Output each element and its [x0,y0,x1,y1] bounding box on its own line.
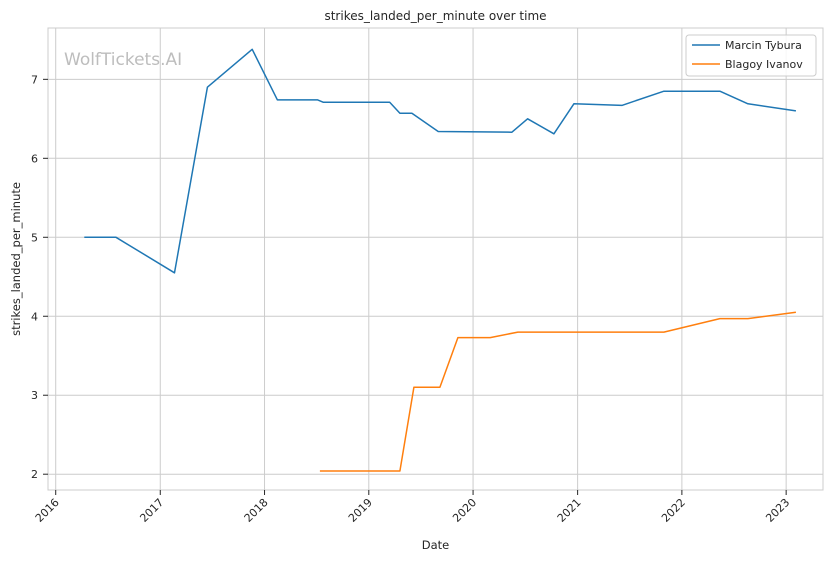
series-layer [84,48,797,472]
legend-label-marcin-tybura: Marcin Tybura [725,39,802,52]
plot-frame [47,27,824,491]
x-tick-label: 2016 [33,496,62,525]
x-tick-label: 2021 [555,496,584,525]
series-line-marcin-tybura [84,48,797,274]
y-tick-label: 5 [31,231,38,244]
x-axis-ticks: 2016 2017 2018 2019 2020 2021 2022 2023 [33,490,792,525]
y-tick-label: 7 [31,73,38,86]
x-tick-label: 2022 [659,496,688,525]
y-tick-label: 3 [31,389,38,402]
x-tick-label: 2020 [450,496,479,525]
x-tick-label: 2023 [763,496,792,525]
series-line-blagoy-ivanov [319,311,796,472]
grid [48,28,823,490]
y-tick-label: 2 [31,468,38,481]
y-tick-label: 4 [31,310,38,323]
y-axis-ticks: 2 3 4 5 6 7 [31,73,48,481]
legend-label-blagoy-ivanov: Blagoy Ivanov [725,58,803,71]
x-tick-label: 2017 [137,496,166,525]
y-tick-label: 6 [31,152,38,165]
chart-title: strikes_landed_per_minute over time [324,9,546,23]
x-tick-label: 2018 [242,496,271,525]
x-axis-label: Date [422,538,450,552]
y-axis-label: strikes_landed_per_minute [9,182,23,336]
watermark: WolfTickets.AI [64,50,182,70]
legend: Marcin Tybura Blagoy Ivanov [685,34,817,77]
x-tick-label: 2019 [346,496,375,525]
